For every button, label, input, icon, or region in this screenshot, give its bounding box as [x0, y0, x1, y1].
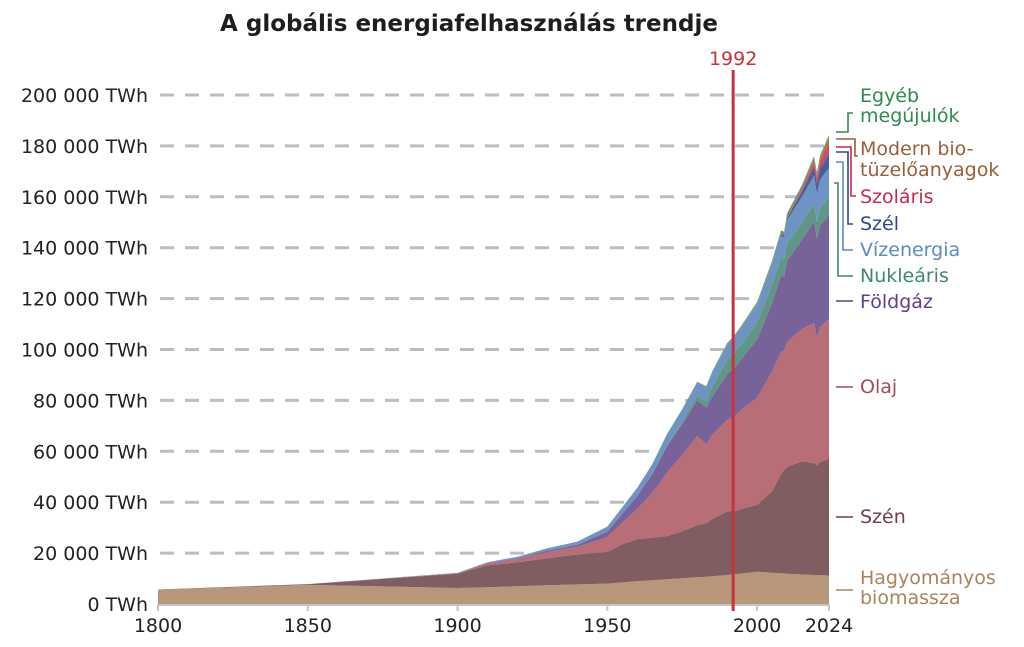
series-label-szol-ris: Szoláris	[860, 186, 934, 208]
series-label-f-ldg-z: Földgáz	[860, 291, 933, 313]
y-tick-label: 200 000 TWh	[21, 85, 148, 107]
x-tick-label: 1850	[284, 615, 332, 637]
series-label-olaj: Olaj	[860, 376, 897, 398]
series-label-egy-b-meg-jul-k: Egyéb	[860, 85, 919, 107]
y-tick-label: 120 000 TWh	[21, 289, 148, 311]
y-tick-label: 80 000 TWh	[33, 390, 148, 412]
series-label-egy-b-meg-jul-k: megújulók	[860, 105, 960, 127]
y-tick-label: 0 TWh	[87, 594, 148, 616]
label-connector-sz-l	[836, 151, 853, 225]
series-label-nukle-ris: Nukleáris	[860, 265, 949, 287]
label-connector-modern-bio-t-zel-anyagok	[836, 138, 858, 157]
year-annotation: 1992	[709, 48, 757, 611]
label-connector-v-zenergia	[836, 161, 853, 251]
area-hagyom-nyos-biomassza	[158, 571, 829, 604]
series-label-hagyom-nyos-biomassza: biomassza	[860, 587, 961, 609]
y-tick-label: 100 000 TWh	[21, 340, 148, 362]
x-axis: 1800 1850 1900 1950 2000 2024	[134, 604, 853, 637]
y-axis: 0 TWh 20 000 TWh 40 000 TWh 60 000 TWh 80 00…	[21, 85, 148, 616]
x-tick-label: 2000	[733, 615, 781, 637]
area-sz-n	[158, 458, 829, 590]
label-connector-egy-b-meg-jul-k	[836, 112, 853, 133]
series-label-hagyom-nyos-biomassza: Hagyományos	[860, 567, 996, 589]
y-tick-label: 60 000 TWh	[33, 441, 148, 463]
x-tick-label: 2024	[805, 615, 853, 637]
y-tick-label: 140 000 TWh	[21, 238, 148, 260]
chart-title: A globális energiafelhasználás trendje	[220, 11, 718, 37]
series-label-sz-n: Szén	[860, 506, 906, 528]
label-connector-szol-ris	[836, 146, 856, 197]
area-olaj	[158, 319, 829, 590]
y-tick-label: 160 000 TWh	[21, 187, 148, 209]
stacked-areas	[158, 135, 829, 604]
y-tick-label: 40 000 TWh	[33, 492, 148, 514]
x-tick-label: 1950	[583, 615, 631, 637]
annotation-label: 1992	[709, 48, 757, 70]
series-label-sz-l: Szél	[860, 213, 899, 235]
x-tick-label: 1900	[433, 615, 481, 637]
y-tick-label: 180 000 TWh	[21, 136, 148, 158]
series-label-modern-bio-t-zel-anyagok: Modern bio-	[860, 138, 974, 160]
x-tick-label: 1800	[134, 615, 182, 637]
y-tick-label: 20 000 TWh	[33, 543, 148, 565]
series-label-v-zenergia: Vízenergia	[860, 239, 960, 261]
gridlines	[160, 93, 830, 555]
label-connector-nukle-ris	[834, 182, 853, 277]
series-label-modern-bio-t-zel-anyagok: tüzelőanyagok	[860, 159, 999, 181]
